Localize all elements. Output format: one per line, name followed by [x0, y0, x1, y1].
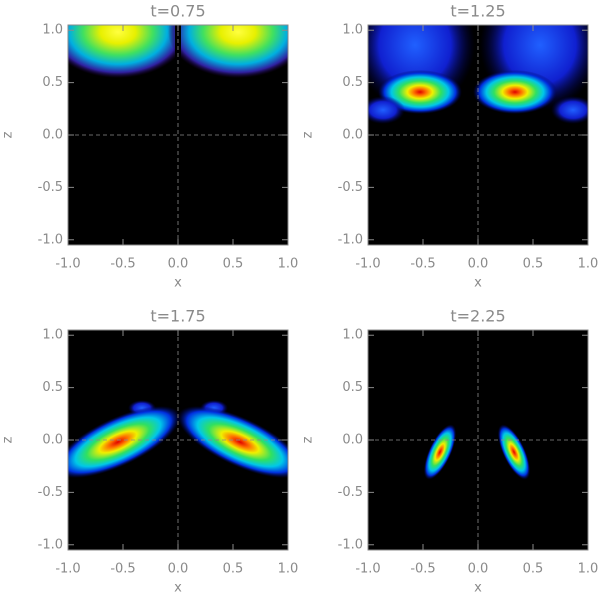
y-tick-label: -1.0: [338, 537, 363, 552]
y-tick-label: 0.5: [342, 380, 363, 395]
x-tick-label: 0.5: [223, 257, 244, 272]
x-tick-label: 1.0: [278, 562, 299, 577]
x-tick-label: 0.0: [168, 257, 189, 272]
x-tick-label: 0.0: [468, 562, 489, 577]
x-tick-label: -1.0: [355, 562, 380, 577]
y-axis-label: z: [301, 436, 316, 443]
panel-title: t=2.25: [450, 307, 505, 326]
x-tick-label: 1.0: [278, 257, 299, 272]
x-axis-label: x: [474, 581, 482, 596]
panel-title: t=0.75: [150, 2, 205, 21]
x-tick-label: 0.5: [523, 562, 544, 577]
x-tick-label: -0.5: [410, 562, 435, 577]
y-axis-label: z: [1, 436, 16, 443]
x-tick-label: 0.0: [468, 257, 489, 272]
x-tick-label: 0.0: [168, 562, 189, 577]
y-tick-label: 0.5: [342, 75, 363, 90]
y-tick-label: -0.5: [38, 180, 63, 195]
x-tick-label: 0.5: [223, 562, 244, 577]
panel-title: t=1.25: [450, 2, 505, 21]
y-axis-label: z: [1, 131, 16, 138]
x-tick-label: 1.0: [578, 257, 599, 272]
y-tick-label: -0.5: [338, 180, 363, 195]
y-tick-label: -1.0: [38, 232, 63, 247]
panel-title: t=1.75: [150, 307, 205, 326]
x-tick-label: 0.5: [523, 257, 544, 272]
y-tick-label: 0.0: [42, 128, 63, 143]
y-tick-label: -1.0: [38, 537, 63, 552]
y-tick-label: 1.0: [342, 23, 363, 38]
y-tick-label: -0.5: [338, 485, 363, 500]
x-tick-label: 1.0: [578, 562, 599, 577]
y-tick-label: 0.5: [42, 380, 63, 395]
y-tick-label: -0.5: [38, 485, 63, 500]
y-tick-label: 0.0: [42, 433, 63, 448]
y-axis-label: z: [301, 131, 316, 138]
x-tick-label: -0.5: [110, 562, 135, 577]
x-axis-label: x: [474, 276, 482, 291]
x-tick-label: -1.0: [55, 257, 80, 272]
y-tick-label: 0.5: [42, 75, 63, 90]
x-tick-label: -0.5: [410, 257, 435, 272]
y-tick-label: -1.0: [338, 232, 363, 247]
field: [368, 25, 588, 245]
field: [368, 330, 588, 550]
y-tick-label: 0.0: [342, 128, 363, 143]
x-tick-label: -0.5: [110, 257, 135, 272]
x-tick-label: -1.0: [355, 257, 380, 272]
y-tick-label: 0.0: [342, 433, 363, 448]
y-tick-label: 1.0: [42, 23, 63, 38]
x-tick-label: -1.0: [55, 562, 80, 577]
x-axis-label: x: [174, 276, 182, 291]
y-tick-label: 1.0: [342, 328, 363, 343]
x-axis-label: x: [174, 581, 182, 596]
y-tick-label: 1.0: [42, 328, 63, 343]
